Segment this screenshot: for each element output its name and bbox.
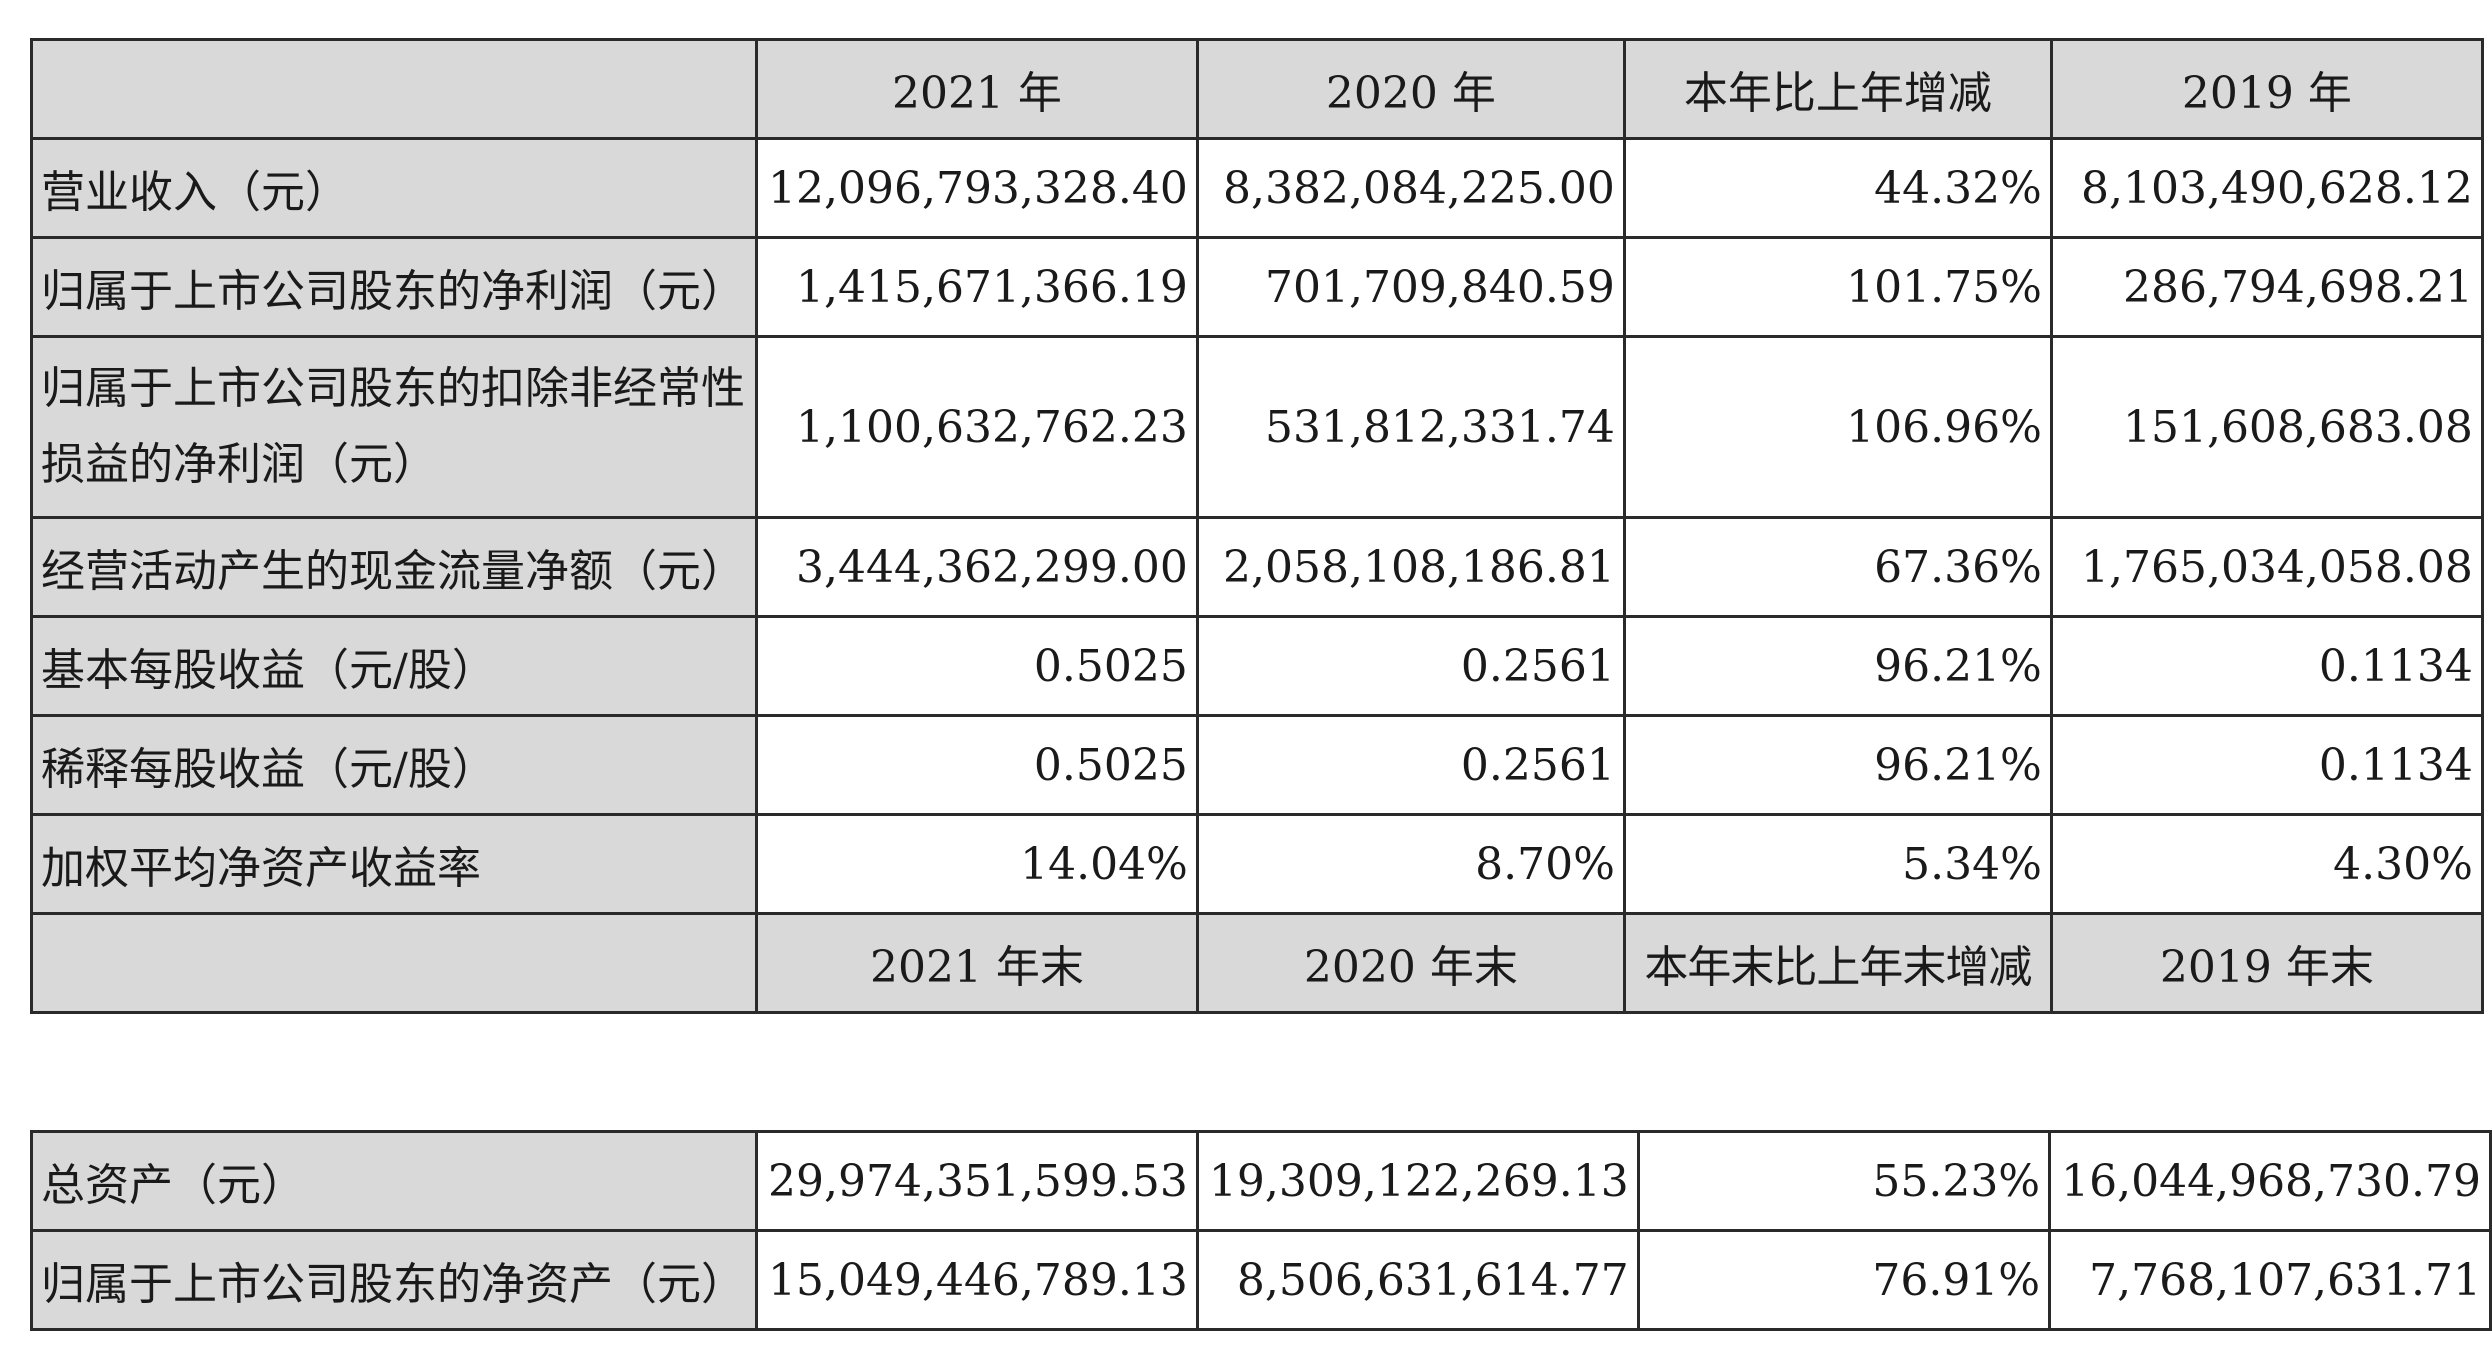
value-change: 44.32% [1622,137,2053,239]
value-2021-end: 29,974,351,599.53 [755,1130,1199,1232]
value-2020: 531,812,331.74 [1195,335,1626,519]
year-end-header-label-cell [30,912,758,1014]
value-change-end: 55.23% [1636,1130,2052,1232]
row-label: 基本每股收益（元/股） [30,615,758,717]
value-2020: 2,058,108,186.81 [1195,516,1626,618]
row-label: 总资产（元） [30,1130,758,1232]
header-label-cell [30,38,758,140]
value-2021: 3,444,362,299.00 [755,516,1199,618]
table-row: 基本每股收益（元/股） 0.5025 0.2561 96.21% 0.1134 [30,615,2484,717]
value-change: 67.36% [1622,516,2053,618]
value-2019: 151,608,683.08 [2049,335,2484,519]
table-row: 营业收入（元） 12,096,793,328.40 8,382,084,225.… [30,137,2484,239]
value-2021: 12,096,793,328.40 [755,137,1199,239]
header-col-2021-end: 2021 年末 [755,912,1199,1014]
value-2020: 701,709,840.59 [1195,236,1626,338]
table-row: 稀释每股收益（元/股） 0.5025 0.2561 96.21% 0.1134 [30,714,2484,816]
value-2019: 4.30% [2049,813,2484,915]
value-2019-end: 7,768,107,631.71 [2048,1229,2492,1331]
value-change-end: 76.91% [1636,1229,2052,1331]
table-row: 归属于上市公司股东的净利润（元） 1,415,671,366.19 701,70… [30,236,2484,338]
header-col-2020-end: 2020 年末 [1195,912,1626,1014]
year-end-header-row: 2021 年末 2020 年末 本年末比上年末增减 2019 年末 [30,912,2484,1014]
value-2020: 8,382,084,225.00 [1195,137,1626,239]
value-2019-end: 16,044,968,730.79 [2048,1130,2492,1232]
header-row: 2021 年 2020 年 本年比上年增减 2019 年 [30,38,2484,140]
value-2019: 286,794,698.21 [2049,236,2484,338]
value-2021: 0.5025 [755,714,1199,816]
row-label: 稀释每股收益（元/股） [30,714,758,816]
value-2021: 0.5025 [755,615,1199,717]
table-row: 总资产（元） 29,974,351,599.53 19,309,122,269.… [30,1130,2492,1232]
value-2020: 0.2561 [1195,615,1626,717]
value-2020: 0.2561 [1195,714,1626,816]
value-change: 96.21% [1622,714,2053,816]
value-change: 106.96% [1622,335,2053,519]
balance-sheet-table: 总资产（元） 29,974,351,599.53 19,309,122,269.… [30,1130,2492,1331]
value-2020: 8.70% [1195,813,1626,915]
value-2020-end: 19,309,122,269.13 [1195,1130,1640,1232]
header-col-2019-end: 2019 年末 [2049,912,2484,1014]
value-2021: 14.04% [755,813,1199,915]
value-change: 5.34% [1622,813,2053,915]
value-change: 96.21% [1622,615,2053,717]
header-col-2020: 2020 年 [1195,38,1626,140]
value-2021: 1,100,632,762.23 [755,335,1199,519]
value-2019: 1,765,034,058.08 [2049,516,2484,618]
value-2019: 0.1134 [2049,714,2484,816]
header-col-change: 本年比上年增减 [1622,38,2053,140]
header-col-change-end: 本年末比上年末增减 [1622,912,2053,1014]
table-row: 经营活动产生的现金流量净额（元） 3,444,362,299.00 2,058,… [30,516,2484,618]
row-label: 经营活动产生的现金流量净额（元） [30,516,758,618]
header-col-2021: 2021 年 [755,38,1199,140]
value-2020-end: 8,506,631,614.77 [1195,1229,1640,1331]
table-row: 归属于上市公司股东的扣除非经常性损益的净利润（元） 1,100,632,762.… [30,335,2484,519]
value-2021-end: 15,049,446,789.13 [755,1229,1199,1331]
row-label: 营业收入（元） [30,137,758,239]
value-change: 101.75% [1622,236,2053,338]
financial-summary-table: 2021 年 2020 年 本年比上年增减 2019 年 营业收入（元） 12,… [30,38,2484,1014]
value-2019: 0.1134 [2049,615,2484,717]
value-2021: 1,415,671,366.19 [755,236,1199,338]
row-label: 加权平均净资产收益率 [30,813,758,915]
table-row: 加权平均净资产收益率 14.04% 8.70% 5.34% 4.30% [30,813,2484,915]
row-label: 归属于上市公司股东的净利润（元） [30,236,758,338]
table-row: 归属于上市公司股东的净资产（元） 15,049,446,789.13 8,506… [30,1229,2492,1331]
row-label: 归属于上市公司股东的净资产（元） [30,1229,758,1331]
value-2019: 8,103,490,628.12 [2049,137,2484,239]
row-label: 归属于上市公司股东的扣除非经常性损益的净利润（元） [30,335,758,519]
header-col-2019: 2019 年 [2049,38,2484,140]
